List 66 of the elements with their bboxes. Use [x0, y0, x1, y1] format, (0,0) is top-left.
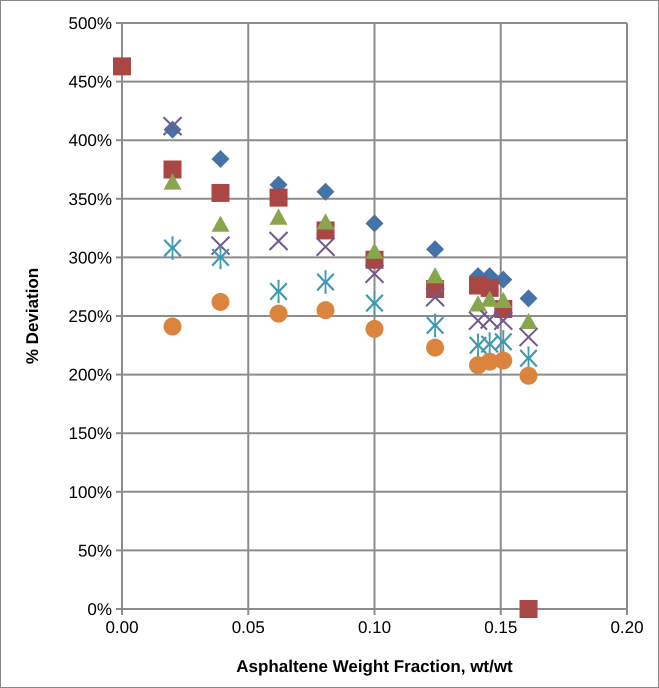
point: [164, 160, 182, 178]
point: [316, 213, 335, 230]
point: [270, 280, 288, 304]
point: [316, 182, 335, 201]
point: [520, 312, 538, 330]
point: [211, 150, 230, 168]
point: [164, 173, 182, 190]
point: [426, 338, 444, 357]
point: [270, 188, 288, 207]
y-tick-label: 50%: [78, 541, 112, 560]
x-tick-label: 0.05: [232, 618, 265, 637]
point: [211, 246, 230, 270]
point: [164, 318, 182, 336]
y-tick-label: 250%: [68, 306, 112, 326]
point: [520, 600, 538, 618]
y-tick-label: 100%: [68, 482, 112, 502]
point: [211, 216, 230, 232]
point: [211, 292, 230, 311]
point: [480, 310, 500, 330]
point: [468, 310, 488, 331]
point: [494, 352, 512, 370]
y-tick-label: 350%: [68, 190, 112, 209]
point: [494, 270, 512, 289]
y-tick-label: 450%: [68, 72, 112, 92]
point: [210, 236, 230, 256]
point: [366, 214, 384, 232]
point: [268, 230, 289, 251]
point: [426, 267, 444, 284]
point: [493, 310, 514, 331]
point: [270, 208, 288, 225]
point: [211, 184, 230, 202]
point: [366, 242, 384, 259]
y-tick-label: 500%: [68, 14, 112, 33]
point: [365, 291, 384, 315]
point: [366, 320, 384, 338]
y-tick-label: 150%: [68, 424, 112, 444]
point: [426, 240, 444, 258]
point: [316, 236, 336, 257]
point: [494, 292, 512, 308]
y-axis-title: % Deviation: [23, 268, 42, 364]
point: [364, 264, 384, 284]
point: [426, 314, 444, 338]
x-tick-label: 0.15: [484, 618, 518, 637]
x-tick-label: 0.00: [105, 618, 139, 637]
point: [518, 327, 539, 348]
point: [270, 304, 288, 323]
point: [480, 290, 499, 307]
point: [163, 236, 182, 260]
point: [520, 289, 538, 308]
point: [494, 330, 512, 354]
point: [113, 57, 131, 76]
point: [425, 287, 446, 308]
y-tick-label: 400%: [68, 131, 112, 150]
y-tick-label: 0%: [87, 600, 112, 619]
point: [316, 301, 335, 320]
point: [480, 278, 499, 297]
point: [316, 270, 335, 294]
y-tick-label: 200%: [68, 366, 112, 385]
point: [469, 295, 488, 312]
x-tick-label: 0.20: [610, 618, 644, 637]
point: [520, 366, 538, 385]
point: [162, 116, 182, 136]
point: [468, 334, 488, 357]
x-tick-label: 0.10: [358, 618, 392, 637]
x-axis-title: Asphaltene Weight Fraction, wt/wt: [236, 657, 514, 676]
y-tick-label: 300%: [68, 248, 112, 268]
